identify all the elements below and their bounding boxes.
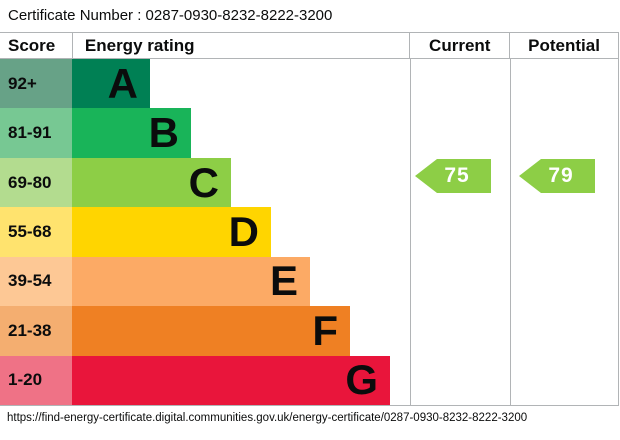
band-bar: A: [72, 59, 150, 109]
current-column-header: Current: [409, 33, 509, 58]
current-rating-arrow: 75: [415, 159, 491, 193]
left-arrow-shape: [519, 159, 595, 193]
score-column-header: Score: [8, 35, 56, 55]
band-row-d: 55-68 D: [0, 207, 410, 257]
band-score-range: 92+: [0, 59, 72, 109]
left-arrow-shape: [415, 159, 491, 193]
band-bar: B: [72, 108, 191, 158]
band-bar-area: G: [72, 355, 410, 405]
potential-rating-arrow: 79: [519, 159, 595, 193]
band-bar-area: E: [72, 256, 410, 307]
band-score-range: 81-91: [0, 108, 72, 158]
current-column: [410, 59, 510, 405]
table-body: 92+ A 81-91 B 69-80 C 55-68 D 39-54 E 21-38 F 1-20 G …: [0, 59, 618, 405]
band-bar: E: [72, 256, 310, 307]
band-row-e: 39-54 E: [0, 256, 410, 307]
band-letter: G: [345, 356, 378, 404]
energy-rating-table: Score Energy rating Current Potential 92…: [0, 32, 619, 406]
band-score-range: 55-68: [0, 207, 72, 257]
band-bar: G: [72, 355, 390, 405]
band-bar: F: [72, 306, 350, 356]
band-score-range: 1-20: [0, 355, 72, 405]
band-row-b: 81-91 B: [0, 108, 410, 158]
band-bar-area: F: [72, 306, 410, 356]
table-header-row: Score Energy rating Current Potential: [0, 33, 618, 59]
potential-column: [510, 59, 619, 405]
band-bar-area: C: [72, 157, 410, 208]
band-letter: B: [148, 109, 179, 157]
band-score-range: 21-38: [0, 306, 72, 356]
band-row-g: 1-20 G: [0, 355, 410, 405]
band-score-range: 69-80: [0, 157, 72, 208]
band-letter: C: [188, 158, 219, 206]
energy-rating-column-header: Energy rating: [71, 33, 409, 58]
band-letter: E: [269, 257, 298, 305]
band-bar-area: A: [72, 59, 410, 109]
certificate-number-title: Certificate Number : 0287-0930-8232-8222…: [8, 7, 333, 24]
band-letter: F: [312, 306, 338, 354]
band-letter: D: [228, 207, 259, 255]
band-row-f: 21-38 F: [0, 306, 410, 356]
band-row-a: 92+ A: [0, 59, 410, 109]
bands: 92+ A 81-91 B 69-80 C 55-68 D 39-54 E 21-38 F 1-20 G: [0, 59, 410, 405]
band-bar-area: B: [72, 108, 410, 158]
potential-rating-value: 79: [548, 164, 574, 187]
potential-column-header: Potential: [509, 33, 618, 58]
band-bar-area: D: [72, 207, 410, 257]
band-score-range: 39-54: [0, 256, 72, 307]
band-row-c: 69-80 C: [0, 157, 410, 208]
band-bar: D: [72, 207, 271, 257]
certificate-url: https://find-energy-certificate.digital.…: [7, 412, 528, 424]
band-bar: C: [72, 157, 231, 208]
current-rating-value: 75: [444, 164, 470, 187]
band-letter: A: [107, 59, 138, 107]
